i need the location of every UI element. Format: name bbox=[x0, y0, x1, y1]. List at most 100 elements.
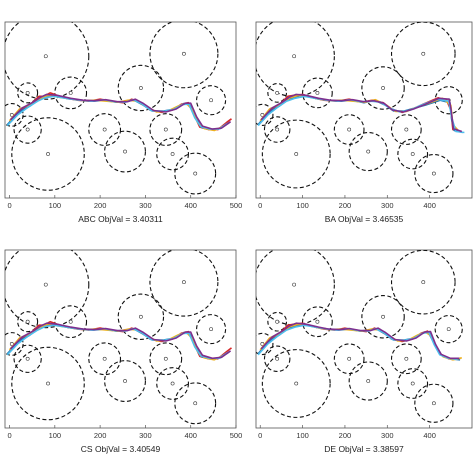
axes-frame bbox=[255, 249, 473, 429]
obstacle-center-11 bbox=[123, 149, 127, 154]
obstacle-center-10 bbox=[102, 356, 107, 361]
axes-frame bbox=[4, 21, 237, 199]
obstacle-circle-8 bbox=[263, 116, 291, 143]
obstacle-center-6 bbox=[209, 327, 213, 332]
obstacle-circle-9 bbox=[11, 346, 85, 421]
obstacle-center-1 bbox=[292, 54, 297, 59]
x-tick-label-200: 200 bbox=[94, 431, 107, 440]
obstacle-center-3 bbox=[25, 319, 30, 324]
x-tick-label-400: 400 bbox=[423, 201, 436, 210]
obstacle-circle-12 bbox=[390, 114, 422, 145]
path-series-5 bbox=[260, 322, 460, 360]
x-tick-label-100: 100 bbox=[296, 431, 309, 440]
obstacle-circle-14 bbox=[174, 152, 217, 195]
obstacle-center-9 bbox=[294, 152, 299, 156]
obstacle-center-12 bbox=[404, 356, 409, 361]
panel-caption: DE ObjVal = 3.38597 bbox=[324, 444, 404, 454]
obstacle-center-5 bbox=[381, 86, 385, 90]
caption-method: DE bbox=[324, 444, 338, 454]
obstacle-circle-13 bbox=[397, 138, 429, 170]
obstacle-circle-11 bbox=[104, 360, 146, 402]
obstacle-circle-9 bbox=[261, 349, 331, 418]
obstacle-circle-5 bbox=[361, 295, 405, 339]
obstacle-center-7 bbox=[9, 342, 14, 346]
obstacle-circle-5 bbox=[117, 293, 165, 340]
obstacle-center-14 bbox=[193, 171, 198, 176]
obstacle-circle-10 bbox=[88, 113, 122, 146]
obstacle-circle-2 bbox=[390, 22, 456, 87]
obstacle-center-10 bbox=[102, 127, 107, 132]
obstacle-center-4 bbox=[315, 319, 320, 324]
obstacle-circle-5 bbox=[361, 66, 405, 110]
chart-panel-abc: 0 100 200 300 400 500 ABC ObjVal = 3.40311 bbox=[4, 21, 242, 224]
x-tick-label-0: 0 bbox=[7, 431, 11, 440]
obstacle-circle-4 bbox=[302, 77, 333, 109]
obstacle-circle-3 bbox=[17, 311, 39, 333]
obstacle-center-6 bbox=[446, 327, 451, 332]
chart-panel-de: 0 100 200 300 400 DE ObjVal = 3.38597 bbox=[255, 249, 473, 454]
obstacle-center-10 bbox=[347, 356, 352, 361]
obstacle-center-14 bbox=[431, 171, 436, 176]
plot-area bbox=[5, 22, 232, 195]
obstacle-center-5 bbox=[138, 86, 143, 90]
obstacle-center-13 bbox=[170, 152, 175, 156]
obstacle-circle-4 bbox=[302, 306, 333, 338]
caption-objval: ObjVal = 3.38597 bbox=[338, 444, 404, 454]
obstacle-center-3 bbox=[275, 90, 280, 95]
chart-panel-cs: 0 100 200 300 400 500 CS ObjVal = 3.40549 bbox=[4, 249, 242, 454]
obstacle-center-13 bbox=[410, 381, 415, 386]
x-tick-label-200: 200 bbox=[94, 201, 107, 210]
plot-area bbox=[5, 250, 232, 425]
x-tick-label-0: 0 bbox=[258, 201, 262, 210]
obstacle-circle-6 bbox=[434, 315, 463, 344]
obstacle-center-2 bbox=[182, 51, 186, 56]
obstacle-circle-3 bbox=[267, 83, 288, 103]
obstacle-center-1 bbox=[43, 282, 48, 287]
obstacle-center-4 bbox=[68, 319, 73, 324]
obstacle-circle-4 bbox=[54, 76, 88, 110]
panel-caption: BA ObjVal = 3.46535 bbox=[325, 214, 404, 224]
caption-method: ABC bbox=[78, 214, 98, 224]
path-series-5 bbox=[9, 322, 232, 360]
obstacle-center-14 bbox=[193, 401, 198, 406]
obstacle-center-14 bbox=[431, 401, 436, 406]
obstacle-center-3 bbox=[275, 319, 280, 324]
obstacle-circle-9 bbox=[261, 119, 331, 189]
obstacle-circle-8 bbox=[13, 115, 42, 144]
obstacle-circle-2 bbox=[390, 250, 456, 315]
obstacle-center-9 bbox=[46, 381, 50, 386]
obstacle-circle-12 bbox=[149, 342, 183, 376]
obstacle-center-11 bbox=[366, 379, 371, 383]
obstacle-circle-14 bbox=[414, 383, 454, 423]
obstacle-circle-2 bbox=[149, 22, 219, 89]
obstacle-circle-13 bbox=[397, 368, 429, 399]
path-series-5 bbox=[9, 93, 232, 130]
x-tick-label-200: 200 bbox=[339, 201, 352, 210]
obstacle-circle-1 bbox=[5, 250, 90, 329]
obstacle-circle-8 bbox=[13, 344, 42, 373]
caption-method: BA bbox=[325, 214, 338, 224]
obstacle-circle-14 bbox=[414, 153, 454, 194]
x-tick-label-100: 100 bbox=[49, 431, 62, 440]
x-tick-label-100: 100 bbox=[296, 201, 309, 210]
obstacle-circle-7 bbox=[5, 103, 24, 127]
obstacle-center-9 bbox=[46, 152, 50, 156]
panel-caption: CS ObjVal = 3.40549 bbox=[81, 444, 161, 454]
obstacle-circle-3 bbox=[17, 82, 39, 104]
x-tick-label-400: 400 bbox=[184, 431, 197, 440]
x-tick-label-300: 300 bbox=[139, 431, 152, 440]
obstacle-circle-13 bbox=[156, 367, 189, 400]
x-tick-label-0: 0 bbox=[7, 201, 11, 210]
axes-frame bbox=[4, 249, 237, 429]
x-tick-label-400: 400 bbox=[184, 201, 197, 210]
obstacle-circle-11 bbox=[348, 131, 388, 172]
obstacle-center-1 bbox=[292, 282, 297, 287]
obstacle-center-5 bbox=[138, 314, 143, 319]
obstacle-center-8 bbox=[25, 356, 30, 361]
x-tick-label-0: 0 bbox=[258, 431, 262, 440]
plot-area bbox=[256, 250, 463, 423]
obstacle-circle-6 bbox=[196, 314, 227, 345]
obstacle-center-13 bbox=[170, 381, 175, 386]
obstacle-circle-5 bbox=[117, 64, 165, 112]
